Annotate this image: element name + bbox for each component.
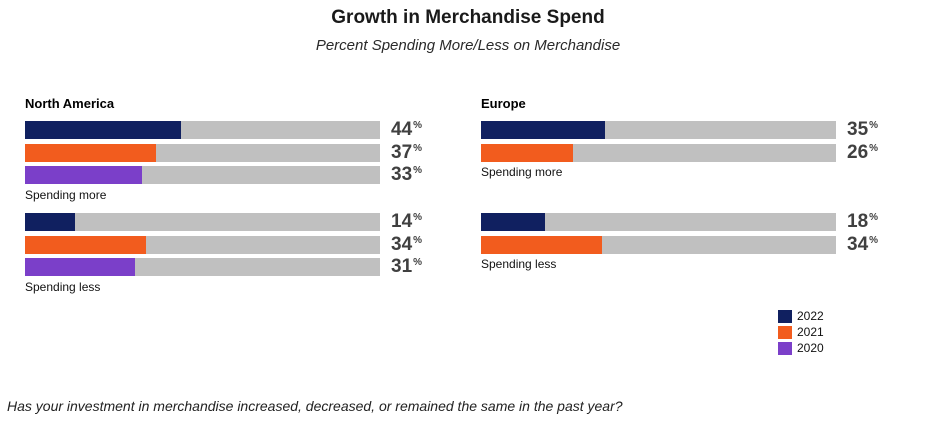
percent-sign: % (413, 143, 423, 154)
bar-north-america-spending-more-2020 (25, 166, 143, 184)
value-number: 31 (391, 256, 413, 277)
bar-track-europe-spending-more-2022 (481, 121, 836, 139)
bar-europe-spending-less-2021 (481, 236, 602, 254)
legend-label-2020: 2020 (797, 341, 824, 355)
value-number: 26 (847, 142, 869, 163)
percent-sign: % (413, 120, 423, 131)
legend-label-2022: 2022 (797, 309, 824, 323)
bar-track-north-america-spending-less-2021 (25, 236, 380, 254)
value-number: 14 (391, 211, 413, 232)
bar-north-america-spending-less-2021 (25, 236, 146, 254)
value-label-north-america-spending-more-2022: 44% (391, 119, 423, 140)
bar-north-america-spending-more-2022 (25, 121, 182, 139)
legend-swatch-2020 (778, 342, 792, 355)
value-label-north-america-spending-less-2021: 34% (391, 234, 423, 255)
legend-swatch-2021 (778, 326, 792, 339)
value-label-europe-spending-more-2021: 26% (847, 142, 879, 163)
group-label-north-america-spending-more: Spending more (25, 188, 107, 202)
bar-europe-spending-more-2022 (481, 121, 606, 139)
value-label-europe-spending-less-2021: 34% (847, 234, 879, 255)
percent-sign: % (413, 235, 423, 246)
region-title-north-america: North America (25, 96, 115, 111)
value-label-north-america-spending-more-2020: 33% (391, 164, 423, 185)
bar-europe-spending-more-2021 (481, 144, 574, 162)
value-label-europe-spending-less-2022: 18% (847, 211, 879, 232)
legend-swatch-2022 (778, 310, 792, 323)
bar-europe-spending-less-2022 (481, 213, 545, 231)
percent-sign: % (869, 212, 879, 223)
value-number: 35 (847, 119, 869, 140)
value-number: 34 (847, 234, 869, 255)
value-label-north-america-spending-less-2020: 31% (391, 256, 423, 277)
bar-track-north-america-spending-more-2020 (25, 166, 380, 184)
chart-subtitle: Percent Spending More/Less on Merchandis… (315, 37, 621, 54)
survey-question-footnote: Has your investment in merchandise incre… (7, 398, 623, 414)
legend-label-2021: 2021 (797, 325, 824, 339)
bar-track-north-america-spending-less-2022 (25, 213, 380, 231)
percent-sign: % (869, 235, 879, 246)
bar-track-europe-spending-more-2021 (481, 144, 836, 162)
group-label-europe-spending-less: Spending less (481, 257, 557, 271)
value-label-north-america-spending-more-2021: 37% (391, 142, 423, 163)
value-number: 44 (391, 119, 413, 140)
group-label-europe-spending-more: Spending more (481, 165, 563, 179)
region-title-europe: Europe (481, 96, 526, 111)
value-number: 18 (847, 211, 869, 232)
chart-title: Growth in Merchandise Spend (331, 7, 605, 28)
bar-track-europe-spending-less-2022 (481, 213, 836, 231)
bar-track-europe-spending-less-2021 (481, 236, 836, 254)
value-number: 34 (391, 234, 413, 255)
value-number: 37 (391, 142, 413, 163)
bar-north-america-spending-less-2020 (25, 258, 136, 276)
bar-track-north-america-spending-more-2022 (25, 121, 380, 139)
group-label-north-america-spending-less: Spending less (25, 280, 101, 294)
bar-north-america-spending-less-2022 (25, 213, 75, 231)
percent-sign: % (413, 212, 423, 223)
bar-north-america-spending-more-2021 (25, 144, 157, 162)
value-label-europe-spending-more-2022: 35% (847, 119, 879, 140)
bar-track-north-america-spending-more-2021 (25, 144, 380, 162)
value-label-north-america-spending-less-2022: 14% (391, 211, 423, 232)
bar-track-north-america-spending-less-2020 (25, 258, 380, 276)
percent-sign: % (869, 120, 879, 131)
percent-sign: % (869, 143, 879, 154)
percent-sign: % (413, 257, 423, 268)
percent-sign: % (413, 165, 423, 176)
value-number: 33 (391, 164, 413, 185)
